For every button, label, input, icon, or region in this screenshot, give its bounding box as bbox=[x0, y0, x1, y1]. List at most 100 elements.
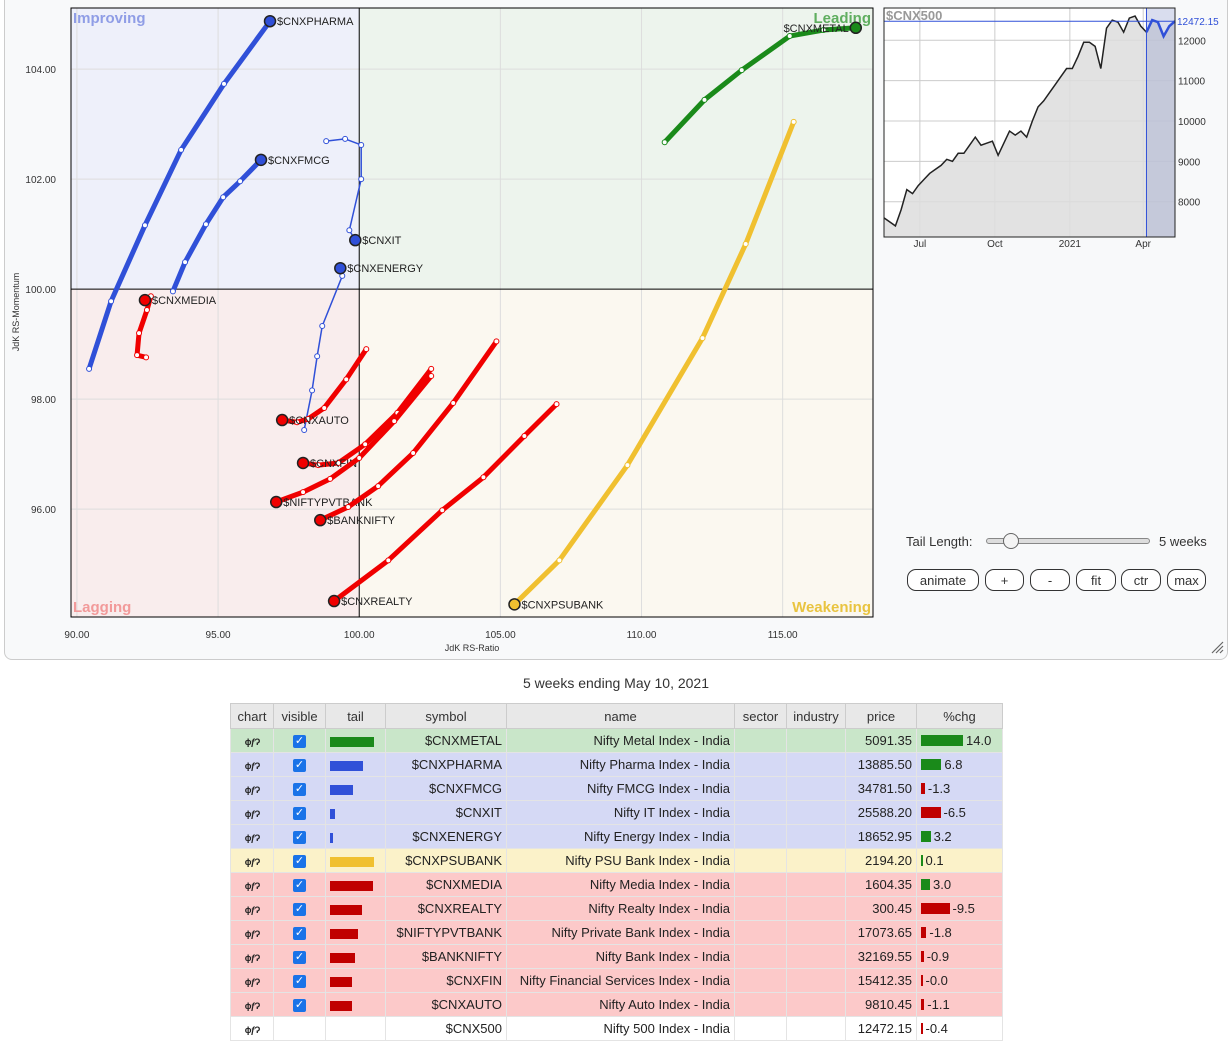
chart-icon[interactable]: ɸƒɁ bbox=[244, 1001, 261, 1011]
tail-point[interactable] bbox=[294, 419, 301, 426]
tail-cnxit[interactable]: $CNXIT bbox=[323, 135, 402, 247]
tail-point[interactable] bbox=[553, 401, 560, 408]
tail-point[interactable] bbox=[375, 483, 382, 490]
tail-point[interactable] bbox=[428, 373, 435, 380]
tail-point[interactable] bbox=[699, 335, 706, 342]
symbol-cell[interactable]: $CNXIT bbox=[385, 800, 507, 825]
tail-point[interactable] bbox=[410, 450, 417, 457]
tail-point[interactable] bbox=[301, 426, 308, 433]
tail-point[interactable] bbox=[480, 474, 487, 481]
animate-button[interactable]: animate bbox=[907, 569, 979, 591]
symbol-cell[interactable]: $CNX500 bbox=[385, 1016, 507, 1041]
fit-button[interactable]: fit bbox=[1076, 569, 1116, 591]
tail-point[interactable] bbox=[141, 222, 148, 229]
chart-icon[interactable]: ɸƒɁ bbox=[244, 785, 261, 795]
chart-icon[interactable]: ɸƒɁ bbox=[244, 1025, 261, 1035]
tail-head[interactable] bbox=[334, 261, 347, 275]
chart-cell[interactable]: ɸƒɁ bbox=[230, 872, 274, 897]
chart-cell[interactable]: ɸƒɁ bbox=[230, 944, 274, 969]
tail-point[interactable] bbox=[556, 557, 563, 564]
tail-point[interactable] bbox=[321, 404, 328, 411]
tail-point[interactable] bbox=[439, 507, 446, 514]
tail-point[interactable] bbox=[385, 557, 392, 564]
symbol-cell[interactable]: $CNXPSUBANK bbox=[385, 848, 507, 873]
chart-icon[interactable]: ɸƒɁ bbox=[244, 953, 261, 963]
tail-point[interactable] bbox=[315, 462, 322, 469]
tail-point[interactable] bbox=[323, 138, 330, 145]
tail-head[interactable] bbox=[254, 153, 268, 167]
tail-point[interactable] bbox=[143, 307, 150, 314]
visible-checkbox[interactable]: ✓ bbox=[293, 999, 306, 1013]
chart-cell[interactable]: ɸƒɁ bbox=[230, 776, 274, 801]
tail-point[interactable] bbox=[624, 462, 631, 469]
column-header-tail[interactable]: tail bbox=[325, 703, 386, 729]
symbol-cell[interactable]: $CNXFIN bbox=[385, 968, 507, 993]
tail-point[interactable] bbox=[169, 288, 176, 295]
tail-point[interactable] bbox=[345, 503, 352, 510]
tail-cnxfmcg[interactable]: $CNXFMCG bbox=[169, 153, 330, 295]
tail-point[interactable] bbox=[820, 27, 827, 34]
chart-cell[interactable]: ɸƒɁ bbox=[230, 920, 274, 945]
column-header-symbol[interactable]: symbol bbox=[385, 703, 507, 729]
column-header-sector[interactable]: sector bbox=[734, 703, 787, 729]
chart-cell[interactable]: ɸƒɁ bbox=[230, 728, 274, 753]
tail-point[interactable] bbox=[327, 475, 334, 482]
zoom-in-button[interactable]: + bbox=[985, 569, 1024, 591]
tail-point[interactable] bbox=[742, 241, 749, 248]
tail-point[interactable] bbox=[182, 259, 189, 266]
chart-cell[interactable]: ɸƒɁ bbox=[230, 1016, 274, 1041]
chart-cell[interactable]: ɸƒɁ bbox=[230, 896, 274, 921]
tail-head[interactable] bbox=[849, 21, 863, 35]
tail-head[interactable] bbox=[138, 293, 152, 307]
symbol-cell[interactable]: $CNXMEDIA bbox=[385, 872, 507, 897]
tail-banknifty[interactable]: $BANKNIFTY bbox=[314, 338, 500, 527]
tail-point[interactable] bbox=[86, 365, 93, 372]
tail-point[interactable] bbox=[428, 365, 435, 372]
tail-point[interactable] bbox=[358, 176, 365, 183]
chart-icon[interactable]: ɸƒɁ bbox=[244, 761, 261, 771]
tail-point[interactable] bbox=[661, 139, 668, 146]
tail-point[interactable] bbox=[309, 387, 316, 394]
tail-head[interactable] bbox=[263, 14, 277, 28]
tail-point[interactable] bbox=[790, 118, 797, 125]
tail-cnxmedia[interactable]: $CNXMEDIA bbox=[134, 293, 217, 361]
tail-head[interactable] bbox=[327, 594, 341, 608]
tail-point[interactable] bbox=[237, 178, 244, 185]
column-header-industry[interactable]: industry bbox=[786, 703, 846, 729]
tail-point[interactable] bbox=[358, 141, 365, 148]
tail-point[interactable] bbox=[342, 135, 349, 142]
column-header-name[interactable]: name bbox=[506, 703, 735, 729]
column-header-visible[interactable]: visible bbox=[273, 703, 326, 729]
rrg-chart[interactable]: 90.00 95.00 100.00 105.00 110.00 115.00 104.00… bbox=[0, 0, 880, 660]
symbol-cell[interactable]: $NIFTYPVTBANK bbox=[385, 920, 507, 945]
tail-point[interactable] bbox=[220, 194, 227, 201]
chart-cell[interactable]: ɸƒɁ bbox=[230, 752, 274, 777]
chart-cell[interactable]: ɸƒɁ bbox=[230, 824, 274, 849]
tail-point[interactable] bbox=[221, 80, 228, 87]
max-button[interactable]: max bbox=[1167, 569, 1206, 591]
tail-cnxauto[interactable]: $CNXAUTO bbox=[275, 346, 370, 427]
tail-point[interactable] bbox=[521, 433, 528, 440]
chart-cell[interactable]: ɸƒɁ bbox=[230, 968, 274, 993]
tail-head[interactable] bbox=[349, 233, 362, 247]
tail-cnxpsubank[interactable]: $CNXPSUBANK bbox=[508, 118, 797, 611]
tail-cnxrealty[interactable]: $CNXREALTY bbox=[327, 401, 560, 608]
chart-icon[interactable]: ɸƒɁ bbox=[244, 857, 261, 867]
tail-point[interactable] bbox=[738, 67, 745, 74]
symbol-cell[interactable]: $CNXFMCG bbox=[385, 776, 507, 801]
tail-point[interactable] bbox=[178, 146, 185, 153]
tail-point[interactable] bbox=[314, 353, 321, 360]
tail-head[interactable] bbox=[275, 413, 289, 427]
tail-point[interactable] bbox=[143, 354, 150, 361]
tail-point[interactable] bbox=[363, 346, 370, 353]
tail-point[interactable] bbox=[305, 415, 312, 422]
tail-length-slider-handle[interactable] bbox=[1003, 533, 1019, 549]
chart-icon[interactable]: ɸƒɁ bbox=[244, 881, 261, 891]
tail-point[interactable] bbox=[136, 330, 143, 337]
visible-checkbox[interactable]: ✓ bbox=[293, 735, 306, 749]
chart-icon[interactable]: ɸƒɁ bbox=[244, 929, 261, 939]
tail-point[interactable] bbox=[319, 322, 326, 329]
center-button[interactable]: ctr bbox=[1121, 569, 1161, 591]
tail-cnxenergy[interactable]: $CNXENERGY bbox=[301, 261, 424, 433]
resize-handle-icon[interactable] bbox=[1210, 640, 1224, 654]
